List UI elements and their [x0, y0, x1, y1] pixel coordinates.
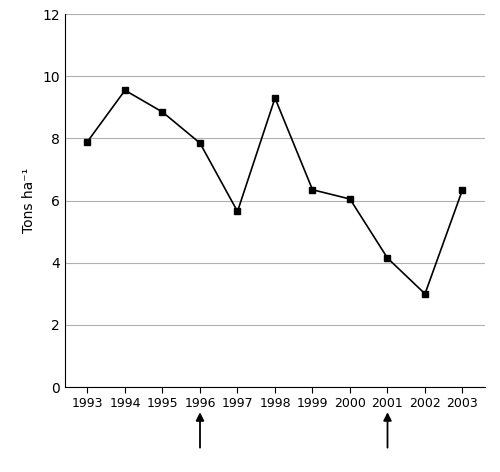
Y-axis label: Tons ha⁻¹: Tons ha⁻¹ [22, 168, 36, 233]
